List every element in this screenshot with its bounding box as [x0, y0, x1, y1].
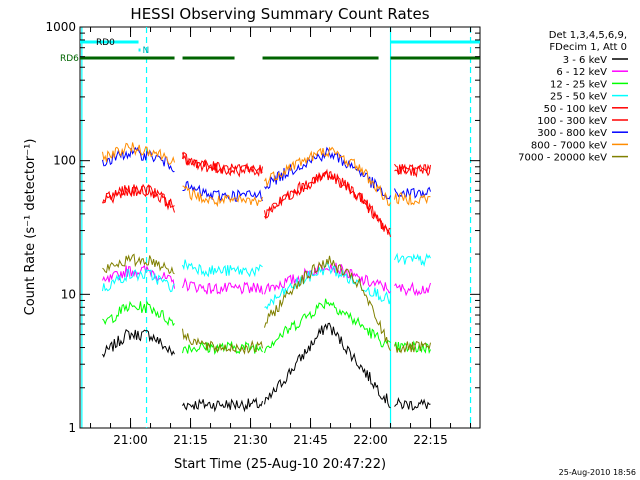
series-lines [102, 142, 431, 413]
legend-label-7: 800 - 7000 keV [531, 140, 607, 151]
legend: Det 1,3,4,5,6,9,FDecim 1, Att 0 3 - 6 keV… [518, 30, 628, 164]
y-tick-label-0: 1 [68, 421, 76, 435]
x-tick-label-2: 21:30 [233, 433, 268, 447]
series-line-8 [102, 253, 431, 355]
series-line-1 [102, 262, 431, 297]
y-tick-label-2: 100 [53, 154, 76, 168]
legend-header-1: FDecim 1, Att 0 [549, 42, 627, 53]
series-line-7 [102, 142, 431, 208]
annotation-bars: RD0 N RD6 [60, 38, 480, 64]
y-tick-label-3: 1000 [45, 20, 76, 34]
legend-header-0: Det 1,3,4,5,6,9, [549, 30, 627, 41]
x-tick-label-1: 21:15 [173, 433, 208, 447]
vertical-markers [81, 27, 472, 428]
legend-label-5: 100 - 300 keV [537, 116, 607, 127]
annotation-label-rd0: RD0 [96, 38, 115, 48]
legend-label-4: 50 - 100 keV [544, 104, 608, 115]
series-line-2 [102, 298, 431, 356]
series-line-3 [102, 252, 431, 310]
plot-area [79, 26, 481, 429]
legend-label-3: 25 - 50 keV [550, 92, 607, 103]
x-tick-label-5: 22:15 [413, 433, 448, 447]
legend-label-0: 3 - 6 keV [563, 55, 607, 66]
legend-label-1: 6 - 12 keV [556, 67, 607, 78]
legend-label-2: 12 - 25 keV [550, 79, 607, 90]
x-tick-label-3: 21:45 [293, 433, 328, 447]
series-line-0 [102, 322, 431, 413]
legend-label-6: 300 - 800 keV [537, 128, 607, 139]
y-tick-label-1: 10 [61, 287, 76, 301]
axes: 1 10 100 1000 21:00 21:15 21:30 21:45 22:00 22:15 [45, 20, 480, 447]
x-tick-label-0: 21:00 [113, 433, 148, 447]
x-tick-label-4: 22:00 [353, 433, 388, 447]
x-axis-label: Start Time (25-Aug-10 20:47:22) [174, 457, 386, 472]
annotation-label-n: N [143, 46, 150, 56]
chart-title: HESSI Observing Summary Count Rates [130, 5, 429, 23]
y-axis-label: Count Rate (s⁻¹ detector⁻¹) [23, 139, 38, 316]
annotation-label-rd6: RD6 [60, 54, 79, 64]
legend-label-8: 7000 - 20000 keV [518, 153, 607, 164]
plot-frame [79, 26, 481, 429]
timestamp: 25-Aug-2010 18:56 [559, 468, 636, 477]
series-line-5 [102, 152, 431, 238]
